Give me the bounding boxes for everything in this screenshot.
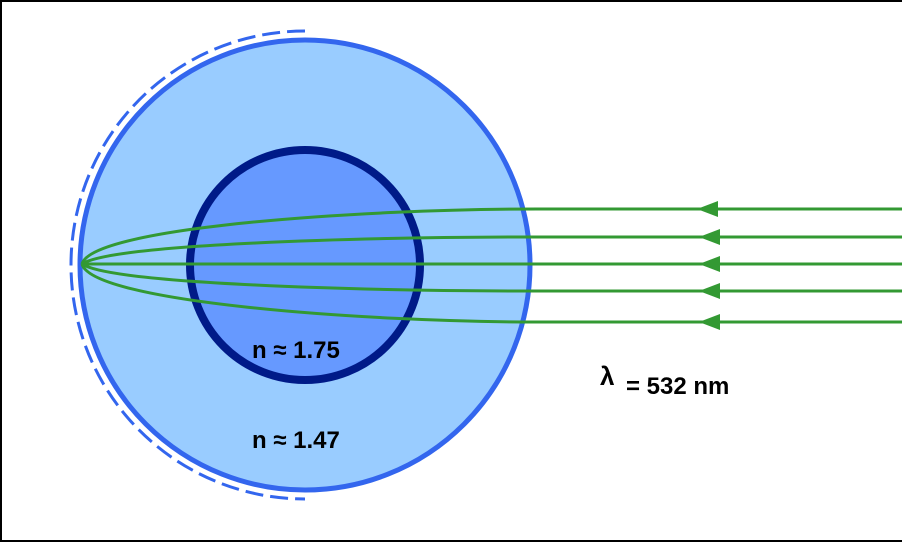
arrowhead-3 (699, 256, 720, 272)
arrowhead-2 (699, 229, 720, 245)
deformed-outline-dashed (69, 29, 306, 501)
core-index-label: n ≈ 1.75 (252, 337, 340, 364)
ray-arrowheads (697, 201, 720, 330)
wavelength-value-label: = 532 nm (626, 373, 729, 400)
arrowhead-4 (699, 283, 720, 299)
shell-index-label: n ≈ 1.47 (252, 427, 340, 454)
ray-refracted-1 (80, 207, 539, 265)
wavelength-symbol: λ (600, 361, 615, 391)
ray-refracted-4 (81, 262, 541, 293)
light-rays (80, 207, 902, 324)
arrowhead-1 (697, 201, 718, 217)
ray-refracted-2 (81, 235, 541, 266)
ray-refracted-5 (80, 263, 539, 324)
arrowhead-5 (699, 314, 720, 330)
